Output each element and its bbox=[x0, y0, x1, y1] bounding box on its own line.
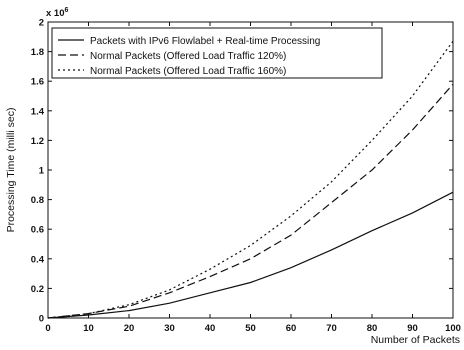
x-tick-label: 40 bbox=[205, 323, 216, 334]
legend-entry-2: Normal Packets (Offered Load Traffic 160… bbox=[90, 66, 286, 77]
y-tick-label: 2 bbox=[39, 18, 44, 29]
y-tick-label: 0.4 bbox=[31, 254, 45, 265]
legend-box bbox=[51, 27, 383, 79]
x-tick-label: 30 bbox=[164, 323, 175, 334]
x-axis-label: Number of Packets bbox=[371, 334, 460, 346]
ticks: 0 10 20 30 40 50 60 70 80 90 100 0 0.2 0.4 0.6 0.8 1 1.2 1… bbox=[31, 18, 461, 335]
legend-entry-1: Normal Packets (Offered Load Traffic 120… bbox=[90, 51, 286, 62]
y-tick-label: 1 bbox=[39, 166, 45, 177]
y-tick-label: 1.8 bbox=[31, 47, 44, 58]
x-tick-label: 90 bbox=[407, 323, 418, 334]
y-exponent-label: x 106 bbox=[46, 7, 69, 19]
legend: Packets with IPv6 Flowlabel + Real-time … bbox=[51, 27, 383, 79]
series-group bbox=[47, 40, 454, 319]
x-tick-label: 50 bbox=[245, 323, 256, 334]
series-line-0 bbox=[47, 191, 454, 319]
y-exponent-power: 6 bbox=[65, 7, 69, 14]
x-tick-label: 70 bbox=[326, 323, 337, 334]
x-tick-label: 20 bbox=[124, 323, 135, 334]
x-tick-label: 100 bbox=[445, 323, 461, 334]
legend-entry-0: Packets with IPv6 Flowlabel + Real-time … bbox=[90, 36, 320, 47]
y-tick-label: 1.2 bbox=[31, 136, 44, 147]
y-tick-label: 1.6 bbox=[31, 77, 44, 88]
x-tick-label: 10 bbox=[83, 323, 94, 334]
y-tick-label: 0.6 bbox=[31, 225, 44, 236]
x-tick-label: 80 bbox=[367, 323, 378, 334]
x-tick-label: 60 bbox=[286, 323, 297, 334]
y-tick-label: 1.4 bbox=[31, 106, 45, 117]
y-axis-label: Processing Time (milli sec) bbox=[5, 108, 17, 233]
x-tick-label: 0 bbox=[45, 323, 50, 334]
y-tick-label: 0.8 bbox=[31, 195, 44, 206]
y-tick-label: 0.2 bbox=[31, 284, 44, 295]
y-tick-label: 0 bbox=[39, 314, 44, 325]
